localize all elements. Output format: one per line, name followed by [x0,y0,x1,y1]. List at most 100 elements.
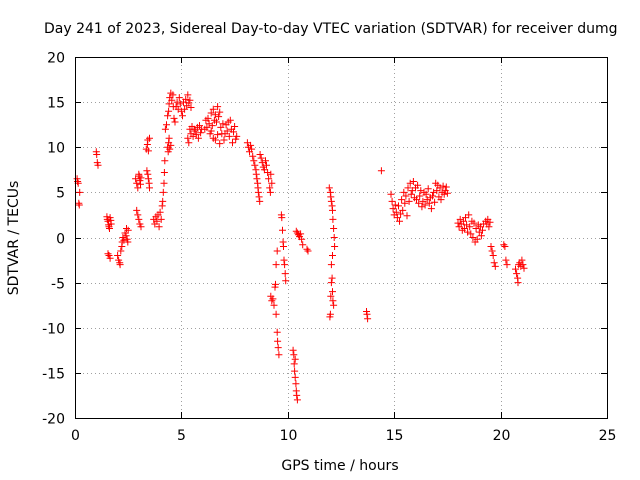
data-point [439,182,447,190]
data-point [256,197,264,205]
data-point [182,95,190,103]
data-point [273,247,281,255]
data-point [187,104,195,111]
data-point [167,141,175,149]
data-point [328,274,336,282]
data-point [107,220,115,228]
data-point [485,223,493,231]
data-point [327,292,335,300]
data-point [327,193,335,201]
data-point [424,185,432,193]
data-point [465,211,473,219]
data-point [220,136,228,144]
data-point [263,161,270,169]
data-point [488,247,496,255]
data-point [190,125,198,133]
data-point [146,184,153,192]
data-point [431,198,439,206]
data-point [265,175,273,183]
data-point [213,118,220,126]
y-tick-label: 10 [47,141,65,157]
data-point [273,328,281,336]
data-point [472,225,480,232]
data-point [413,196,420,204]
y-tick-label: -10 [42,322,65,338]
data-point [144,175,152,183]
data-point [463,221,471,229]
data-point [503,261,511,269]
data-point [477,232,485,240]
data-point [404,184,412,192]
data-point [280,243,287,250]
data-point [226,116,234,124]
data-point [173,98,181,106]
data-point [290,360,298,368]
data-point [268,297,276,305]
data-point [487,243,495,250]
data-point [93,151,101,158]
data-point [181,105,189,113]
data-point [132,175,140,183]
data-point [293,391,301,399]
x-tick-label: 5 [177,428,186,444]
data-point [469,234,477,241]
data-point [254,188,262,196]
data-point [133,206,141,214]
data-point [490,259,498,267]
data-point [215,113,223,121]
data-point [175,94,183,102]
data-point [143,167,151,175]
data-point [460,225,468,232]
data-point [124,238,132,246]
data-point [330,225,338,232]
x-axis-label: GPS time / hours [281,458,398,474]
data-point [223,127,231,135]
data-point [280,256,288,264]
data-point [75,201,83,209]
data-point [299,241,307,249]
data-point [329,206,336,214]
y-tick-label: -5 [51,277,65,293]
data-point [289,346,297,354]
data-point [248,145,256,153]
data-point [233,132,241,140]
data-point [207,109,215,117]
data-point [401,199,409,207]
data-point [191,127,199,135]
data-point [491,262,499,270]
data-point [117,247,125,255]
data-point [486,218,494,226]
data-point [403,212,411,220]
data-point [216,108,224,116]
data-point [298,235,306,243]
data-point [330,234,338,241]
data-point [266,188,274,196]
data-point [489,252,497,259]
data-point [114,252,122,259]
data-point [137,223,145,231]
data-point [467,230,475,238]
data-point [417,187,425,195]
data-point [179,112,186,120]
data-point [475,228,483,236]
data-point [120,236,128,244]
x-tick-label: 15 [386,428,404,444]
data-point [134,211,142,219]
data-point [168,96,176,104]
plot-frame [75,57,608,419]
data-point [258,159,266,167]
data-point [203,123,211,131]
data-point [329,252,336,259]
data-point [94,161,102,169]
data-point [425,199,433,207]
data-point [514,279,522,287]
data-point [291,373,299,381]
data-point [137,180,144,188]
data-point [414,181,422,189]
axis-ticks [75,57,608,419]
data-point [214,131,222,139]
data-point [146,134,153,142]
data-point [211,136,219,144]
data-point [270,301,278,309]
data-point [205,120,213,128]
